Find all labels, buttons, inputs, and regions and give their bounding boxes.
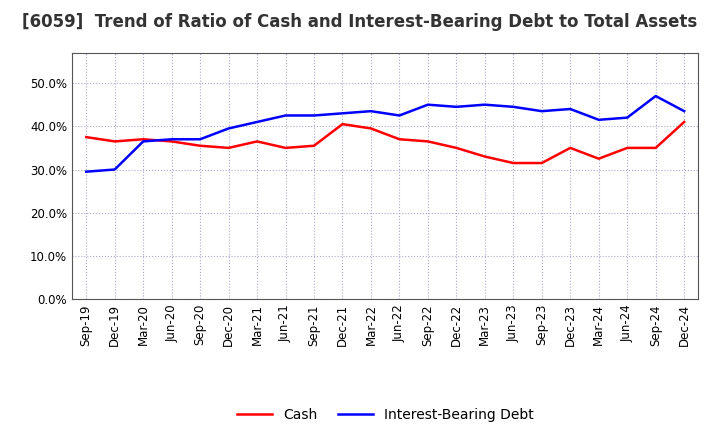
Interest-Bearing Debt [310, 113, 318, 118]
Interest-Bearing Debt [366, 109, 375, 114]
Interest-Bearing Debt [509, 104, 518, 110]
Cash [167, 139, 176, 144]
Interest-Bearing Debt [282, 113, 290, 118]
Cash [423, 139, 432, 144]
Cash [366, 126, 375, 131]
Cash [282, 145, 290, 150]
Cash [196, 143, 204, 148]
Cash [139, 136, 148, 142]
Cash [338, 121, 347, 127]
Cash [566, 145, 575, 150]
Interest-Bearing Debt [110, 167, 119, 172]
Cash [480, 154, 489, 159]
Line: Interest-Bearing Debt: Interest-Bearing Debt [86, 96, 684, 172]
Interest-Bearing Debt [480, 102, 489, 107]
Interest-Bearing Debt [423, 102, 432, 107]
Cash [395, 136, 404, 142]
Cash [537, 161, 546, 166]
Legend: Cash, Interest-Bearing Debt: Cash, Interest-Bearing Debt [231, 403, 539, 428]
Cash [110, 139, 119, 144]
Interest-Bearing Debt [452, 104, 461, 110]
Cash [623, 145, 631, 150]
Interest-Bearing Debt [623, 115, 631, 120]
Interest-Bearing Debt [566, 106, 575, 112]
Text: [6059]  Trend of Ratio of Cash and Interest-Bearing Debt to Total Assets: [6059] Trend of Ratio of Cash and Intere… [22, 13, 698, 31]
Cash [310, 143, 318, 148]
Interest-Bearing Debt [395, 113, 404, 118]
Interest-Bearing Debt [82, 169, 91, 174]
Interest-Bearing Debt [680, 109, 688, 114]
Cash [680, 119, 688, 125]
Interest-Bearing Debt [652, 93, 660, 99]
Line: Cash: Cash [86, 122, 684, 163]
Cash [652, 145, 660, 150]
Interest-Bearing Debt [139, 139, 148, 144]
Cash [225, 145, 233, 150]
Interest-Bearing Debt [167, 136, 176, 142]
Interest-Bearing Debt [196, 136, 204, 142]
Cash [595, 156, 603, 161]
Interest-Bearing Debt [253, 119, 261, 125]
Interest-Bearing Debt [225, 126, 233, 131]
Interest-Bearing Debt [595, 117, 603, 122]
Cash [82, 135, 91, 140]
Cash [452, 145, 461, 150]
Interest-Bearing Debt [537, 109, 546, 114]
Interest-Bearing Debt [338, 111, 347, 116]
Cash [509, 161, 518, 166]
Cash [253, 139, 261, 144]
